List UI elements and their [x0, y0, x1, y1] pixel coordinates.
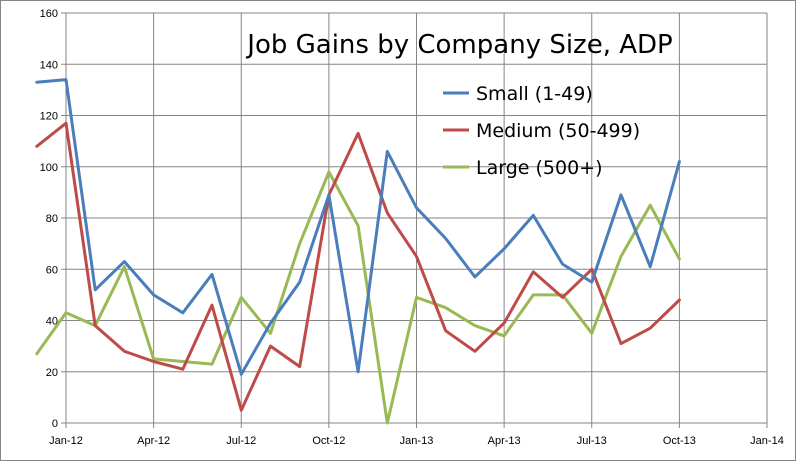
series-line-small-1-49 — [35, 78, 681, 376]
x-tick-label: Jul-13 — [577, 435, 607, 447]
y-tick-label: 160 — [40, 8, 58, 20]
legend: Small (1-49) Medium (50-499) Large (500+) — [443, 83, 640, 179]
x-tick-label: Oct-12 — [312, 435, 345, 447]
legend-label-large-500: Large (500+) — [476, 157, 603, 179]
x-tick-label: Oct-13 — [663, 435, 696, 447]
x-tick-label: Apr-13 — [488, 435, 521, 447]
x-tick-label: Jan-13 — [400, 435, 434, 447]
legend-label-small-1-49: Small (1-49) — [476, 83, 593, 105]
y-tick-label: 120 — [40, 111, 58, 123]
y-tick-label: 80 — [46, 213, 58, 225]
x-tick-label: Jan-12 — [49, 435, 83, 447]
y-tick-label: 20 — [46, 367, 58, 379]
series-line-medium-50-499 — [35, 121, 681, 412]
series-lines — [35, 78, 681, 425]
y-tick-label: 0 — [52, 418, 58, 430]
x-tick-label: Apr-12 — [137, 435, 170, 447]
y-tick-label: 100 — [40, 162, 58, 174]
y-tick-label: 140 — [40, 59, 58, 71]
legend-label-medium-50-499: Medium (50-499) — [476, 120, 640, 142]
y-tick-label: 60 — [46, 264, 58, 276]
series-line-large-500 — [35, 170, 681, 425]
y-tick-label: 40 — [46, 316, 58, 328]
chart-title: Job Gains by Company Size, ADP — [245, 30, 672, 60]
x-tick-label: Jul-12 — [226, 435, 256, 447]
x-tick-label: Jan-14 — [750, 435, 784, 447]
